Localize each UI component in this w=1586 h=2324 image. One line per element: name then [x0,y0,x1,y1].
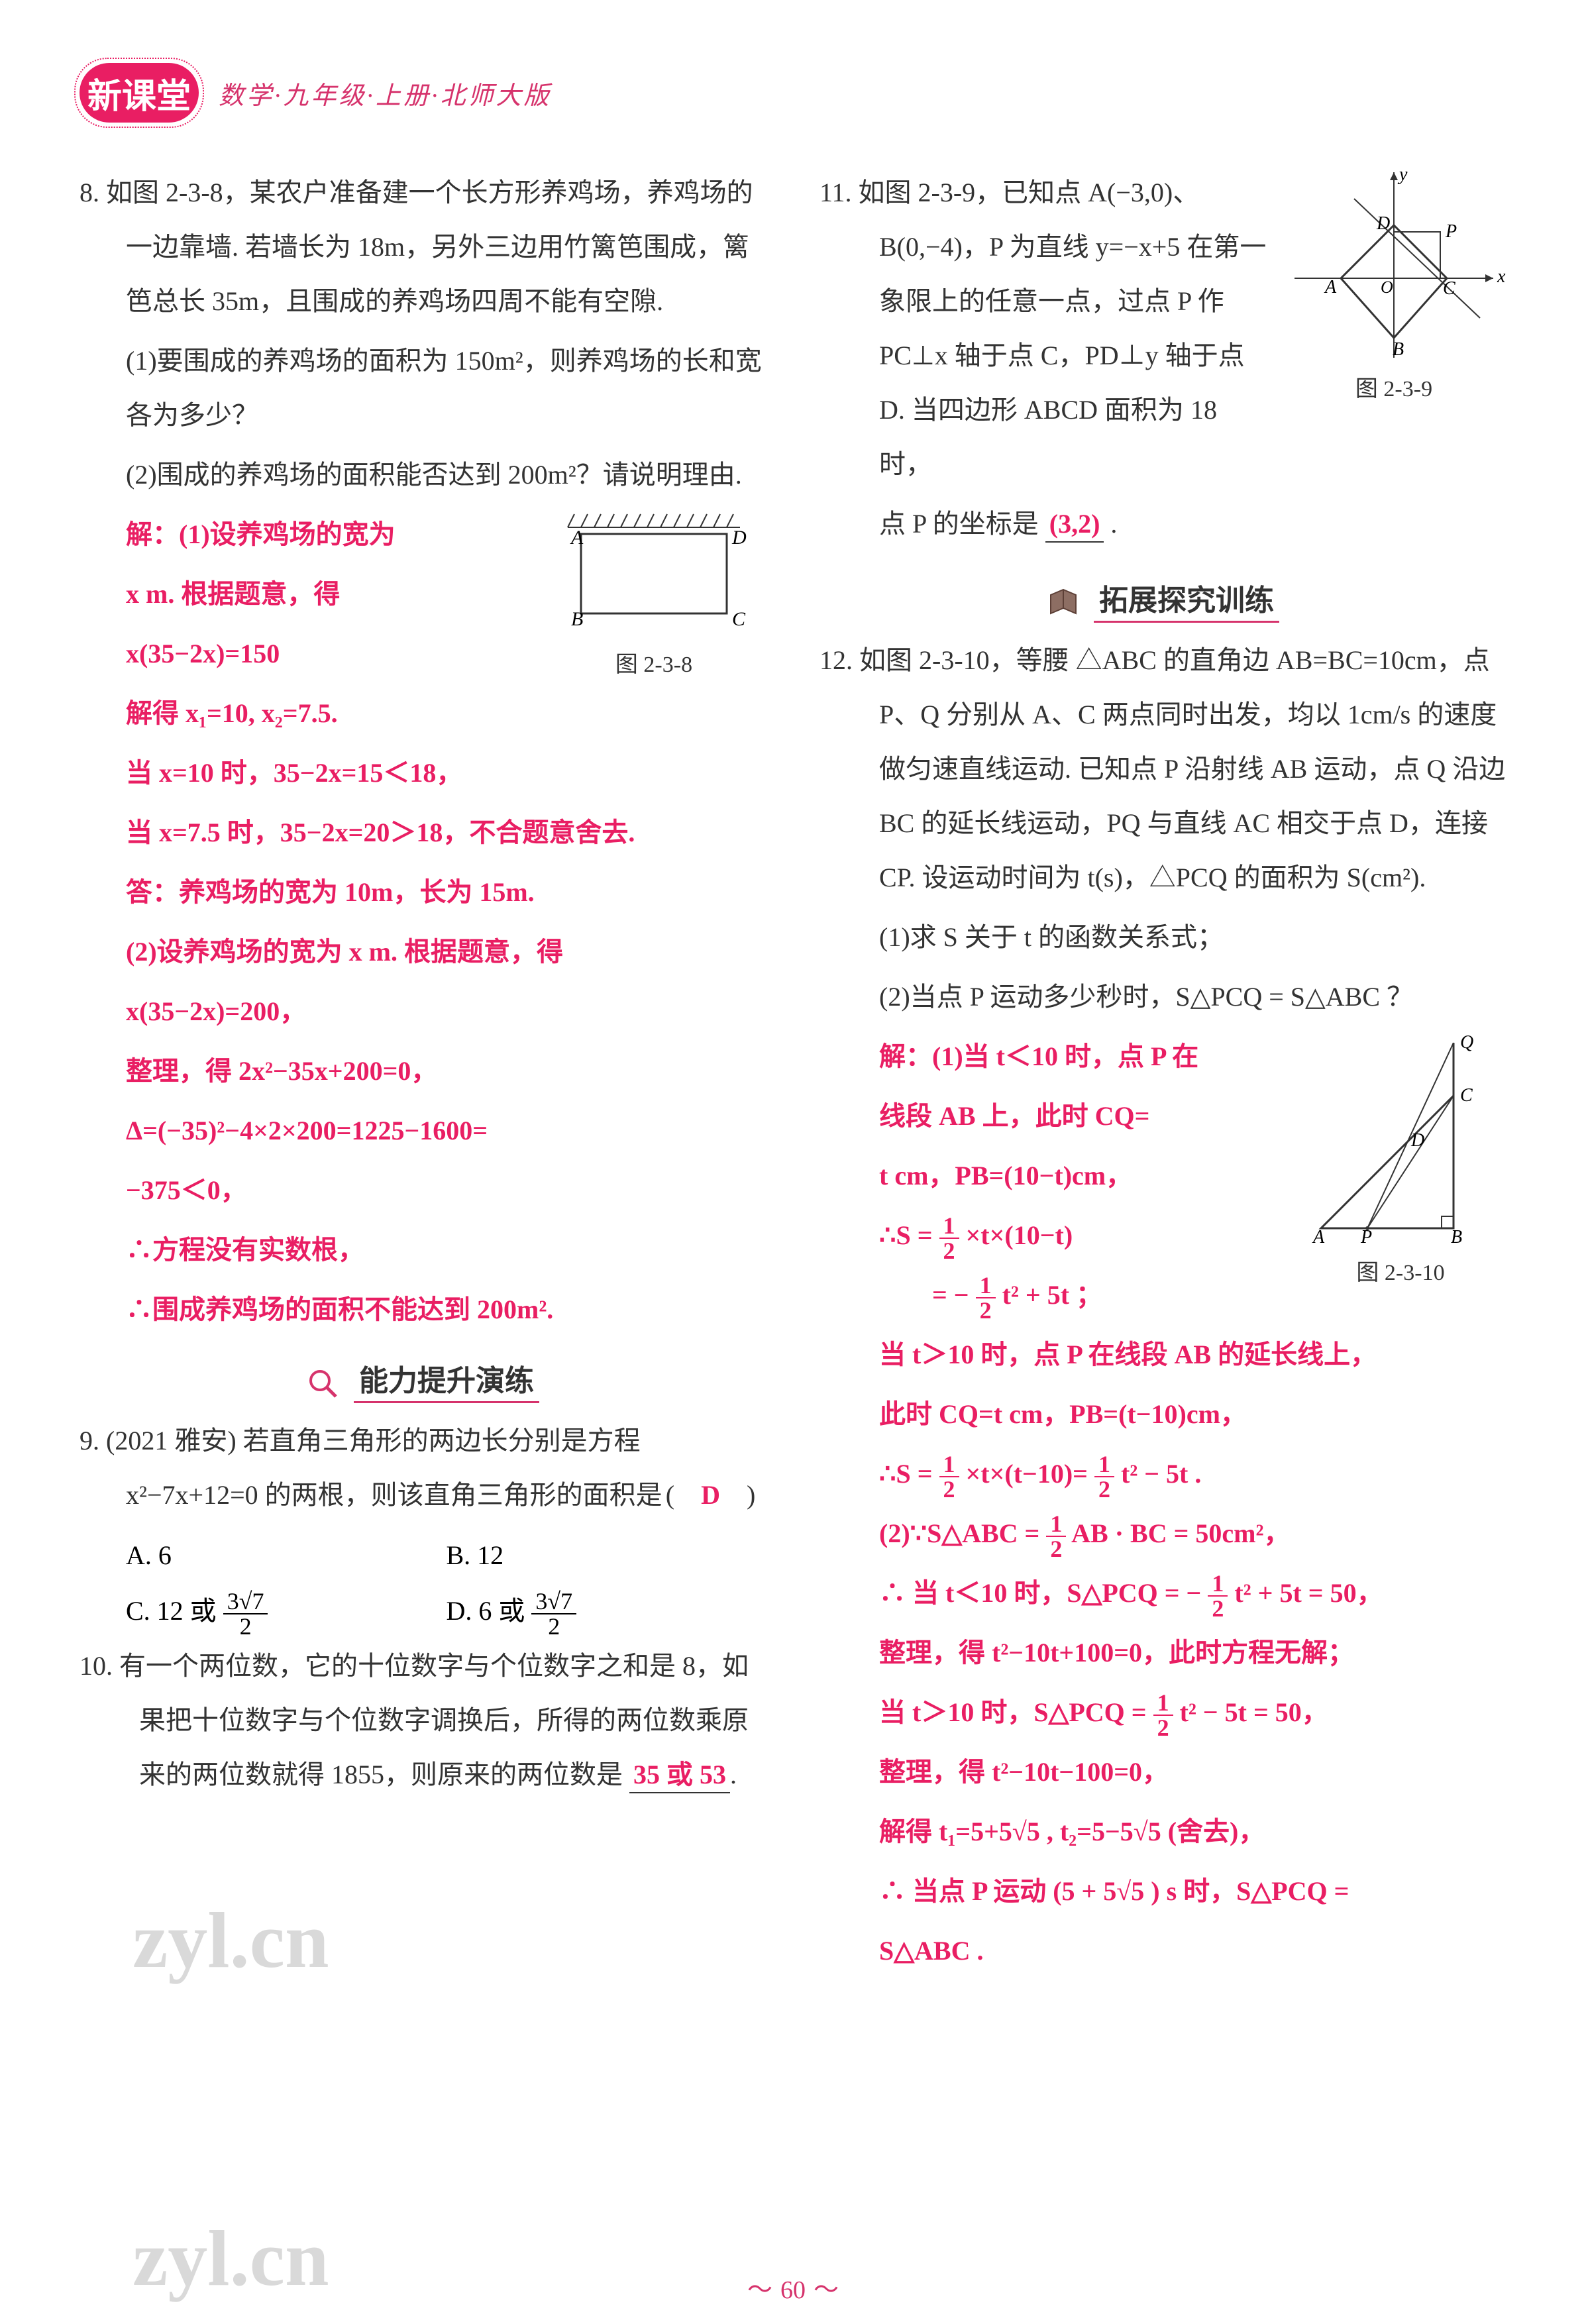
svg-text:B: B [1451,1227,1462,1247]
logo-badge: 新课堂 [79,63,199,123]
q11-number: 11. [819,178,852,207]
svg-text:D: D [1410,1130,1424,1151]
section-explore-title: 拓展探究训练 [819,576,1507,620]
fig8-label: 图 2-3-8 [541,646,767,678]
q8-stem: 8. 如图 2-3-8，某农户准备建一个长方形养鸡场，养鸡场的一边靠墙. 若墙长… [79,166,767,329]
q8-text: 如图 2-3-8，某农户准备建一个长方形养鸡场，养鸡场的一边靠墙. 若墙长为 1… [106,178,753,316]
left-column: 8. 如图 2-3-8，某农户准备建一个长方形养鸡场，养鸡场的一边靠墙. 若墙长… [79,166,767,1983]
q8-sol-eq2: x(35−2x)=200， [79,984,767,1039]
q11-period: . [1110,509,1117,539]
q9-number: 9. [79,1426,99,1455]
q12-sol-2i: S△ABC . [819,1924,1507,1978]
q12-sol-s3: ∴S = 12 ×t×(t−10)= 12 t² − 5t . [819,1447,1507,1501]
q9-answer-paren: ( D ) [712,1468,767,1522]
q8-sol-ans1: 答：养鸡场的宽为 10m，长为 15m. [79,865,767,920]
q12-sol-2a: (2)∵S△ABC = 12 AB · BC = 50cm²， [819,1506,1507,1561]
fig8-D: D [731,527,747,549]
tri-svg: A B C Q P D [1295,1030,1507,1248]
q9-opt-b: B. 12 [447,1528,767,1583]
svg-text:C: C [1460,1085,1473,1106]
q12-sol-2c: ∴ 当 t＜10 时，S△PCQ = − 12 t² + 5t = 50， [819,1566,1507,1620]
q8-part2: (2)围成的养鸡场的面积能否达到 200m²？请说明理由. [79,448,767,502]
right-column: x y O A B C D P 图 2-3-9 [819,166,1507,1983]
q8-sol-noroot: ∴方程没有实数根， [79,1223,767,1277]
q8-sol-conc: ∴围成养鸡场的面积不能达到 200m². [79,1283,767,1337]
header-subtitle: 数学·九年级·上册·北师大版 [219,75,552,111]
section-ability-title: 能力提升演练 [79,1357,767,1400]
q9-opt-d: D. 6 或 3√72 [447,1583,767,1639]
q9-options: A. 6 B. 12 C. 12 或 3√72 D. 6 或 3√72 [79,1528,767,1639]
q11-stem2-line: 点 P 的坐标是 (3,2) . [819,497,1507,551]
q12-sol-2f: 整理，得 t²−10t−100=0， [819,1745,1507,1799]
svg-text:A: A [1324,277,1337,297]
content-columns: 8. 如图 2-3-8，某农户准备建一个长方形养鸡场，养鸡场的一边靠墙. 若墙长… [79,166,1507,1983]
book-icon [1047,587,1080,620]
page: 新课堂 数学·九年级·上册·北师大版 8. 如图 2-3-8，某农户准备建一个长… [0,0,1586,2324]
fig10-label: 图 2-3-10 [1295,1254,1507,1287]
q8-part1: (1)要围成的养鸡场的面积为 150m²，则养鸡场的长和宽各为多少？ [79,334,767,443]
svg-text:O: O [1381,278,1393,297]
q9-opt-c: C. 12 或 3√72 [126,1583,447,1639]
q8-sol-c2: 当 x=7.5 时，35−2x=20＞18，不合题意舍去. [79,806,767,860]
q12-sol-l5: 此时 CQ=t cm，PB=(t−10)cm， [819,1387,1507,1442]
q12-part2: (2)当点 P 运动多少秒时，S△PCQ = S△ABC ？ [819,970,1507,1024]
q8-sol-delta2: −375＜0， [79,1163,767,1218]
svg-text:D: D [1376,213,1390,234]
svg-text:C: C [1443,278,1455,299]
q9-source: (2021 雅安) [106,1426,237,1455]
svg-text:y: y [1397,166,1408,185]
q8-sol-rearr: 整理，得 2x²−35x+200=0， [79,1044,767,1098]
fig8-C: C [732,608,746,630]
fig9-label: 图 2-3-9 [1281,370,1507,403]
q11-stem2: 点 P 的坐标是 [879,509,1039,539]
q12-sol-2g: 解得 t₁=5+5√5 , t₂=5−5√5 (舍去)， [819,1805,1507,1859]
svg-text:Q: Q [1460,1032,1473,1053]
q8-sol-c1: 当 x=10 时，35−2x=15＜18， [79,746,767,800]
q12-sol-l4: 当 t＞10 时，点 P 在线段 AB 的延长线上， [819,1328,1507,1382]
rect-svg: A D B C [541,507,767,640]
figure-2-3-9: x y O A B C D P 图 2-3-9 [1281,166,1507,403]
q11-answer: (3,2) [1045,509,1104,543]
watermark-2: zyl.cn [132,2213,329,2304]
q9: 9. (2021 雅安) 若直角三角形的两边长分别是方程 x²−7x+12=0 … [79,1414,767,1522]
svg-text:x: x [1497,266,1506,287]
q12-part1: (1)求 S 关于 t 的函数关系式； [819,910,1507,965]
q12-text: 如图 2-3-10，等腰 △ABC 的直角边 AB=BC=10cm，点 P、Q … [859,645,1505,892]
svg-text:B: B [1393,339,1404,360]
svg-text:A: A [1312,1227,1325,1247]
page-number: 60 [739,2269,847,2305]
q8-number: 8. [79,178,99,207]
figure-2-3-8: A D B C 图 2-3-8 [541,507,767,678]
fig8-B: B [571,608,583,630]
svg-text:P: P [1360,1227,1372,1247]
q10-answer: 35 或 53 [629,1760,730,1793]
q9-opt-a: A. 6 [126,1528,447,1583]
figure-2-3-10: A B C Q P D 图 2-3-10 [1295,1030,1507,1287]
q10: 10. 有一个两位数，它的十位数字与个位数字之和是 8，如果把十位数字与个位数字… [79,1639,767,1802]
q12-sol-2h: ∴ 当点 P 运动 (5 + 5√5 ) s 时，S△PCQ = [819,1864,1507,1919]
magnifier-icon [307,1367,340,1400]
q9-answer: D [701,1480,720,1510]
q12-number: 12. [819,645,853,675]
rhomb-svg: x y O A B C D P [1281,166,1507,364]
page-header: 新课堂 数学·九年级·上册·北师大版 [79,53,1507,132]
q8-sol-delta: Δ=(−35)²−4×2×200=1225−1600= [79,1104,767,1158]
svg-text:P: P [1445,221,1457,242]
q12-sol-2e: 当 t＞10 时，S△PCQ = 12 t² − 5t = 50， [819,1685,1507,1740]
section-explore-text: 拓展探究训练 [1094,584,1279,623]
section-ability-text: 能力提升演练 [354,1365,539,1403]
q11-stem1: 如图 2-3-9，已知点 A(−3,0)、B(0,−4)，P 为直线 y=−x+… [859,178,1267,479]
q8-sol2-set: (2)设养鸡场的宽为 x m. 根据题意，得 [79,925,767,979]
q12-stem: 12. 如图 2-3-10，等腰 △ABC 的直角边 AB=BC=10cm，点 … [819,633,1507,905]
fig8-A: A [570,527,584,549]
q12-sol-2d: 整理，得 t²−10t+100=0，此时方程无解； [819,1626,1507,1680]
q10-number: 10. [79,1651,113,1681]
q8-sol-roots: 解得 x₁=10, x₂=7.5. [79,686,767,741]
